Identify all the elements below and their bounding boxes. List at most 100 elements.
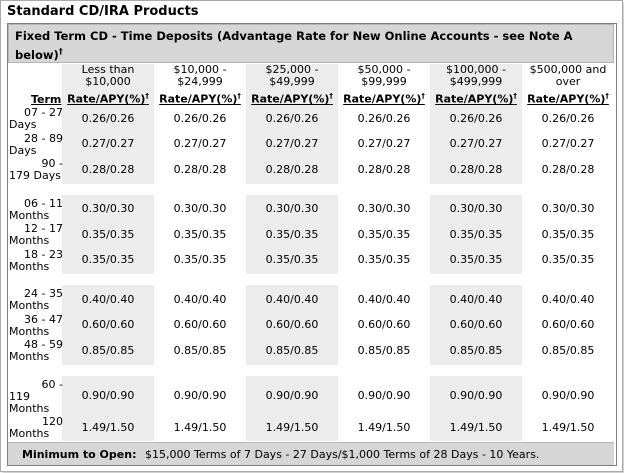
- term-label: 06 - 11 Months: [9, 196, 63, 222]
- rate-cell: 0.90/0.90: [449, 389, 503, 403]
- term-label-line: 120: [42, 415, 63, 428]
- rate-cell: 0.60/0.60: [449, 318, 503, 332]
- rate-cell: 0.60/0.60: [173, 318, 227, 332]
- group-separator: [8, 364, 614, 376]
- minimum-to-open-label: Minimum to Open:: [22, 448, 137, 461]
- rate-cell: 0.35/0.35: [541, 227, 595, 241]
- table-footer: Minimum to Open: $15,000 Terms of 7 Days…: [8, 442, 614, 465]
- rate-note-mark: †: [605, 92, 609, 101]
- column-range: $10,000 - $24,999: [154, 64, 246, 88]
- rate-cell: 0.27/0.27: [173, 137, 227, 151]
- column-range: $25,000 - $49,999: [246, 64, 338, 88]
- rate-apy-header: Rate/APY(%)†: [154, 90, 246, 106]
- term-label-line: 06 - 11: [24, 196, 63, 210]
- rate-cell: 0.26/0.26: [541, 111, 595, 125]
- rate-cell: 0.40/0.40: [265, 292, 319, 306]
- term-label-line: Months: [9, 299, 50, 312]
- rate-cell: 0.35/0.35: [81, 253, 135, 267]
- term-label-line: 179 Days: [9, 169, 61, 182]
- rate-cell: 0.60/0.60: [265, 318, 319, 332]
- minimum-to-open-value: $15,000 Terms of 7 Days - 27 Days/$1,000…: [145, 448, 540, 461]
- column-range-line: $100,000 -: [446, 63, 506, 76]
- rate-cell: 0.26/0.26: [265, 111, 319, 125]
- term-label: 24 - 35 Months: [9, 288, 63, 312]
- rate-cell: 0.26/0.26: [357, 111, 411, 125]
- term-label-line: Months: [9, 234, 50, 247]
- column-range-line: $25,000 -: [265, 63, 319, 76]
- column-range: $100,000 - $499,999: [430, 64, 522, 88]
- term-label: 90 -179 Days: [9, 158, 63, 182]
- term-label-line: Days: [9, 143, 37, 157]
- rate-note-mark: †: [145, 92, 149, 101]
- term-label: 36 - 47 Months: [9, 313, 63, 338]
- column-range-line: $50,000 -: [357, 63, 411, 76]
- rate-cell: 0.60/0.60: [357, 318, 411, 332]
- rate-cell: 0.30/0.30: [81, 202, 135, 216]
- rate-cell: 0.27/0.27: [357, 137, 411, 151]
- rate-cell: 0.35/0.35: [265, 227, 319, 241]
- term-label-line: Days: [9, 118, 37, 131]
- rate-cell: 0.85/0.85: [357, 343, 411, 357]
- rate-cell: 0.35/0.35: [173, 253, 227, 267]
- rate-cell: 0.85/0.85: [541, 343, 595, 357]
- term-label: 120 Months: [9, 416, 63, 440]
- group-separator: [8, 274, 614, 285]
- page-title: Standard CD/IRA Products: [7, 4, 199, 19]
- rate-cell: 0.27/0.27: [265, 137, 319, 151]
- rates-table: Fixed Term CD - Time Deposits (Advantage…: [7, 23, 617, 466]
- group-separator: [8, 183, 614, 195]
- column-range-line: $49,999: [269, 75, 315, 88]
- rate-cell: 0.60/0.60: [541, 318, 595, 332]
- rate-cell: 0.28/0.28: [81, 162, 135, 176]
- term-label-line: Months: [9, 208, 50, 222]
- rate-cell: 0.27/0.27: [81, 137, 135, 151]
- term-label-line: 90 -: [41, 157, 63, 170]
- rate-cell: 0.40/0.40: [81, 292, 135, 306]
- rate-apy-label: Rate/APY(%): [343, 93, 422, 106]
- column-range-line: $24,999: [177, 75, 223, 88]
- column-range-line: Less than: [81, 63, 135, 76]
- rate-cell: 0.35/0.35: [357, 227, 411, 241]
- column-range-line: $99,999: [361, 75, 407, 88]
- rate-cell: 0.28/0.28: [265, 162, 319, 176]
- caption-text: Fixed Term CD - Time Deposits (Advantage…: [15, 29, 573, 62]
- term-column-header: Term: [31, 93, 62, 106]
- column-header: $100,000 - $499,999 Rate/APY(%)†: [430, 64, 522, 106]
- rate-cell: 0.35/0.35: [449, 227, 503, 241]
- rate-apy-header: Rate/APY(%)†: [430, 90, 522, 106]
- column-header: Less than $10,000 Rate/APY(%)†: [62, 64, 154, 106]
- term-label-line: Months: [9, 401, 50, 415]
- rate-cell: 0.30/0.30: [173, 202, 227, 216]
- rate-note-mark: †: [237, 92, 241, 101]
- rate-cell: 0.30/0.30: [541, 202, 595, 216]
- rate-apy-label: Rate/APY(%): [159, 93, 238, 106]
- rate-apy-header: Rate/APY(%)†: [522, 90, 614, 106]
- rate-cell: 0.26/0.26: [449, 111, 503, 125]
- term-label-line: Months: [9, 259, 50, 273]
- rate-cell: 1.49/1.50: [541, 420, 595, 434]
- term-label: 18 - 23 Months: [9, 248, 63, 273]
- rate-cell: 0.28/0.28: [173, 162, 227, 176]
- rate-apy-label: Rate/APY(%): [67, 93, 146, 106]
- rate-cell: 0.85/0.85: [81, 343, 135, 357]
- column-range-line: $10,000 -: [173, 63, 227, 76]
- rate-cell: 0.28/0.28: [357, 162, 411, 176]
- term-label-line: 24 - 35: [24, 287, 63, 300]
- term-label-line: 119: [9, 389, 30, 403]
- rate-apy-label: Rate/APY(%): [251, 93, 330, 106]
- term-label-line: 28 - 89: [24, 131, 63, 145]
- rate-cell: 0.35/0.35: [449, 253, 503, 267]
- rate-cell: 0.30/0.30: [357, 202, 411, 216]
- rate-cell: 0.60/0.60: [81, 318, 135, 332]
- rate-cell: 0.40/0.40: [541, 292, 595, 306]
- rate-cell: 0.35/0.35: [173, 227, 227, 241]
- term-label-line: 12 - 17: [24, 222, 63, 235]
- column-shade: [246, 64, 338, 441]
- rate-cell: 1.49/1.50: [81, 420, 135, 434]
- rate-cell: 0.90/0.90: [173, 389, 227, 403]
- table-caption: Fixed Term CD - Time Deposits (Advantage…: [8, 24, 614, 63]
- caption-note-mark: †: [58, 47, 63, 56]
- column-range-line: $500,000 and: [529, 63, 607, 76]
- term-label: 12 - 17 Months: [9, 223, 63, 247]
